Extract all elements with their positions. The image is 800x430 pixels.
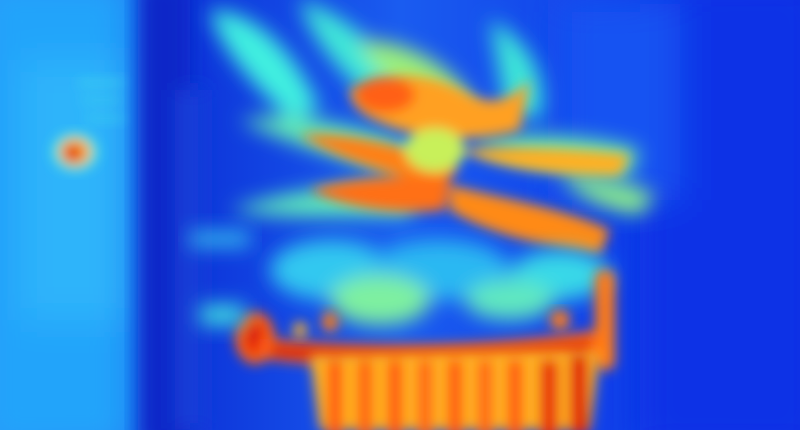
right-background [560, 0, 800, 430]
pot-body [310, 350, 600, 430]
dark-pole [138, 0, 205, 430]
plant-core [300, 75, 630, 255]
rim-dots [293, 310, 570, 338]
wall-streaks [78, 80, 124, 121]
hot-spot-left [51, 132, 99, 172]
left-wall [0, 0, 130, 430]
shelf-edge [190, 232, 250, 325]
plant-midpatches [270, 240, 610, 325]
